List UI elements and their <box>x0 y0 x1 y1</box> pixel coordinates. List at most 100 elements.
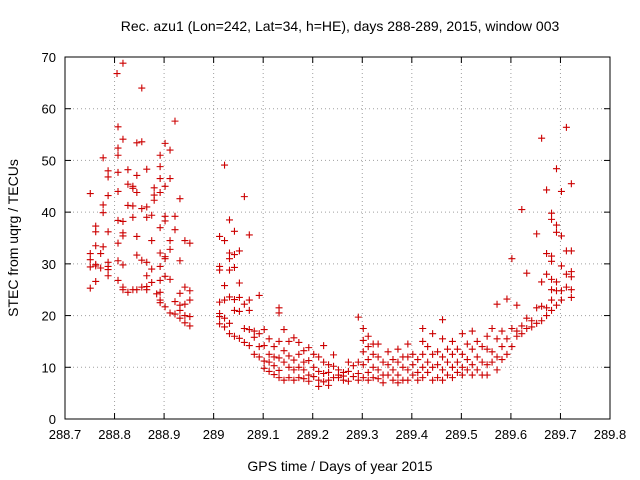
x-tick-label: 288.8 <box>98 427 131 442</box>
data-point <box>104 167 112 175</box>
data-point <box>235 247 243 255</box>
data-point <box>300 375 308 383</box>
data-point <box>221 237 229 245</box>
data-point <box>265 335 273 343</box>
data-point <box>414 368 422 376</box>
data-point <box>250 333 258 341</box>
data-point <box>394 379 402 387</box>
data-point <box>562 283 570 291</box>
data-point <box>394 345 402 353</box>
data-point <box>99 201 107 209</box>
data-point <box>156 163 164 171</box>
data-point <box>543 250 551 258</box>
data-point <box>119 217 127 225</box>
data-point <box>181 312 189 320</box>
data-point <box>429 330 437 338</box>
data-point <box>463 340 471 348</box>
data-point <box>429 350 437 358</box>
x-tick-label: 289.2 <box>296 427 329 442</box>
data-point <box>176 314 184 322</box>
data-point <box>166 146 174 154</box>
data-point <box>124 180 132 188</box>
data-point <box>156 299 164 307</box>
y-tick-label: 10 <box>42 360 56 375</box>
data-point <box>538 302 546 310</box>
x-tick-label: 289.1 <box>247 427 280 442</box>
data-point <box>439 376 447 384</box>
data-point <box>404 353 412 361</box>
data-point <box>216 266 224 274</box>
data-point <box>473 353 481 361</box>
data-point <box>503 295 511 303</box>
data-point <box>419 325 427 332</box>
data-point <box>488 358 496 366</box>
data-point <box>567 180 575 188</box>
data-point <box>552 278 560 286</box>
data-point <box>104 173 112 181</box>
data-point <box>448 363 456 371</box>
data-point <box>143 272 151 280</box>
data-point <box>463 356 471 364</box>
data-point <box>320 342 328 350</box>
data-point <box>548 296 556 304</box>
data-point <box>119 135 127 143</box>
x-tick-label: 289.5 <box>445 427 478 442</box>
data-point <box>92 242 100 250</box>
data-point <box>463 366 471 374</box>
data-point <box>92 228 100 236</box>
data-point <box>124 288 132 296</box>
data-point <box>339 376 347 384</box>
data-point <box>156 288 164 296</box>
data-point <box>543 270 551 278</box>
data-point <box>448 350 456 358</box>
data-point <box>374 366 382 374</box>
y-tick-label: 30 <box>42 257 56 272</box>
data-point <box>156 175 164 183</box>
data-point <box>300 366 308 374</box>
data-point <box>186 322 194 330</box>
data-point <box>443 371 451 379</box>
data-point <box>150 196 158 204</box>
data-point <box>186 239 194 247</box>
data-point <box>310 350 318 358</box>
data-point <box>434 361 442 369</box>
data-point <box>468 361 476 369</box>
data-point <box>250 350 258 358</box>
data-point <box>280 376 288 384</box>
data-point <box>354 358 362 366</box>
data-point <box>245 231 253 239</box>
grid-lines <box>65 57 610 419</box>
data-point <box>548 306 556 314</box>
data-point <box>138 205 146 213</box>
data-point <box>225 293 233 301</box>
data-point <box>148 278 156 286</box>
data-point <box>216 313 224 321</box>
data-point <box>181 283 189 291</box>
data-point <box>285 352 293 360</box>
data-point <box>129 213 137 221</box>
data-point <box>221 314 229 322</box>
data-point <box>384 348 392 356</box>
data-point <box>424 358 432 366</box>
data-point <box>488 325 496 332</box>
data-point <box>548 275 556 283</box>
data-point <box>523 269 531 277</box>
data-point <box>143 258 151 266</box>
data-point <box>493 353 501 361</box>
data-point <box>166 237 174 245</box>
data-point <box>285 337 293 345</box>
data-point <box>143 286 151 294</box>
data-point <box>260 357 268 365</box>
data-point <box>99 154 107 162</box>
data-point <box>181 319 189 327</box>
data-point <box>344 358 352 366</box>
data-point <box>275 374 283 382</box>
data-point <box>448 337 456 345</box>
data-point <box>369 350 377 358</box>
data-point <box>225 319 233 327</box>
data-point <box>255 343 263 351</box>
data-point <box>166 245 174 253</box>
data-point <box>478 358 486 366</box>
data-point <box>104 228 112 236</box>
